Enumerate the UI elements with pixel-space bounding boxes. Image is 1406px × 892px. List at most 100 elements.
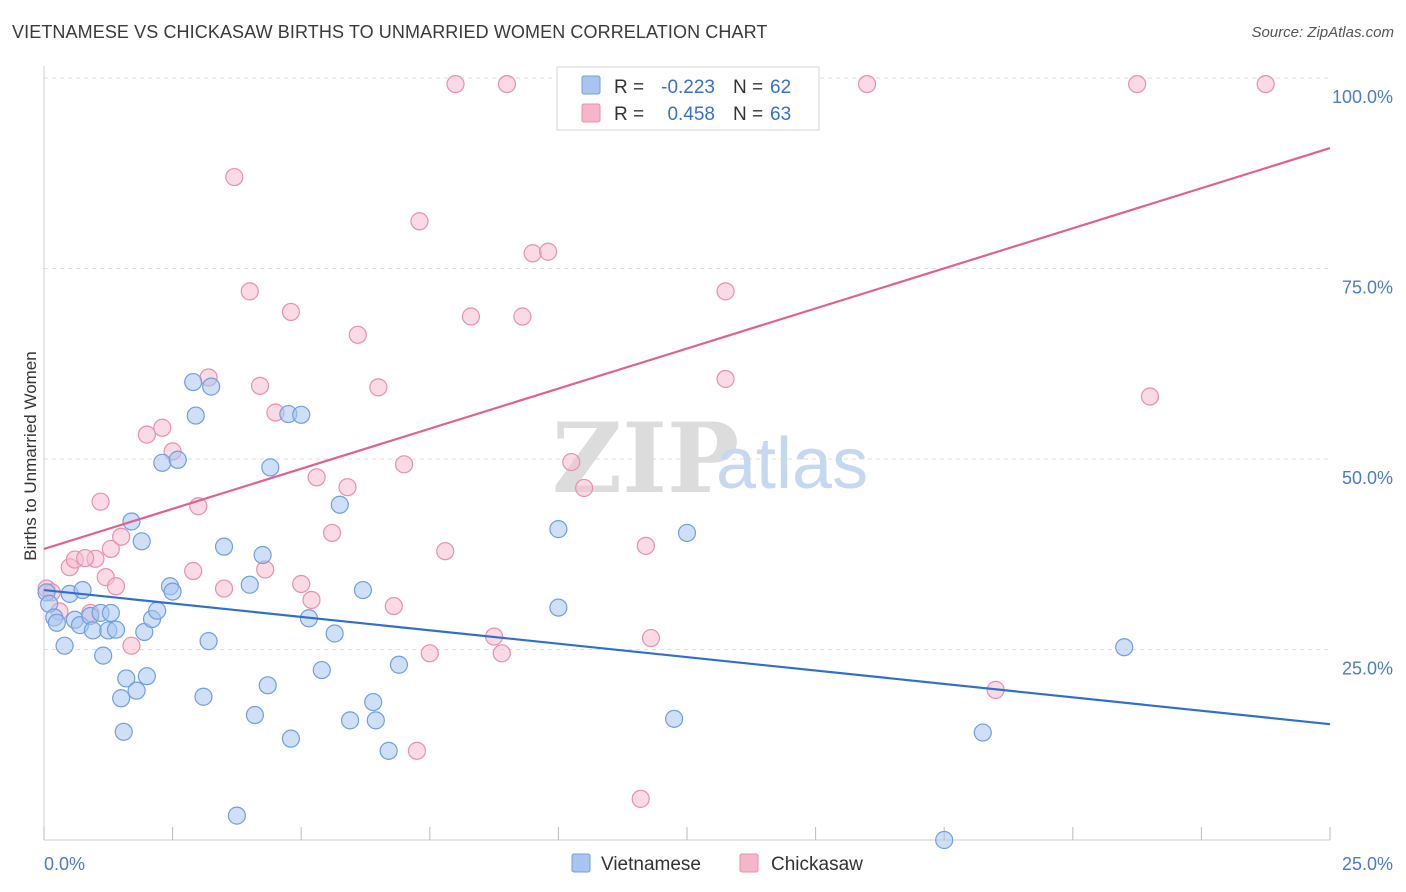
stats-legend-box: [556, 66, 820, 131]
chickasaw-point: [322, 523, 342, 543]
watermark-atlas: atlas: [716, 424, 868, 504]
trend-lines: [43, 147, 1331, 726]
vietnamese-point: [366, 711, 385, 730]
vietnamese-point: [227, 806, 246, 825]
chickasaw-point: [250, 376, 270, 395]
watermark: ZIP atlas: [552, 402, 868, 515]
axes: [43, 66, 1331, 841]
vietnamese-point: [163, 582, 182, 601]
chickasaw-point: [636, 536, 655, 555]
chickasaw-point: [76, 548, 95, 568]
chickasaw-point: [348, 325, 367, 344]
chickasaw-point: [101, 539, 120, 559]
chickasaw-point: [420, 644, 439, 663]
vietnamese-trend-line: [43, 588, 1331, 726]
series-legend-label-vietnamese: Vietnamese: [601, 854, 701, 875]
chickasaw-point: [575, 478, 594, 498]
chickasaw-point: [410, 212, 429, 231]
chickasaw-point: [492, 644, 511, 663]
legend-r-label-chickasaw: R =: [614, 104, 644, 125]
legend-n-value-vietnamese: 62: [770, 77, 791, 98]
chickasaw-point: [112, 527, 131, 546]
legend-swatch-vietnamese: [581, 75, 601, 95]
vietnamese-point: [83, 621, 102, 640]
stats-legend: R = -0.223 N = 62 R = 0.458 N = 63: [556, 66, 820, 131]
vietnamese-point: [281, 729, 301, 748]
vietnamese-point: [935, 830, 954, 850]
chickasaw-point: [91, 492, 110, 511]
vietnamese-point: [253, 545, 272, 565]
vietnamese-point: [184, 372, 203, 392]
vietnamese-point: [199, 632, 218, 651]
chickasaw-point: [539, 242, 558, 261]
vietnamese-point: [549, 520, 568, 539]
vietnamese-point: [325, 624, 344, 643]
chickasaw-point: [446, 74, 465, 94]
chickasaw-point: [461, 307, 481, 326]
vietnamese-point: [94, 646, 113, 665]
vietnamese-points: [37, 372, 1134, 850]
chickasaw-point: [153, 418, 172, 437]
y-axis-label: Births to Unmarried Women: [21, 351, 40, 560]
vietnamese-point: [1115, 638, 1134, 657]
vietnamese-point: [379, 741, 398, 760]
x-tick-labels: 0.0% 25.0%: [44, 854, 1393, 874]
vietnamese-point: [148, 601, 167, 620]
vietnamese-point: [153, 453, 172, 472]
chickasaw-point: [857, 74, 877, 94]
chickasaw-point: [513, 307, 532, 326]
chickasaw-point: [631, 789, 650, 808]
series-legend-label-chickasaw: Chickasaw: [771, 854, 863, 875]
chickasaw-trend-line: [43, 147, 1331, 550]
y-tick-labels: 25.0% 50.0% 75.0% 100.0%: [1332, 87, 1393, 679]
vietnamese-point: [106, 620, 126, 639]
chickasaw-point: [1140, 387, 1160, 406]
vietnamese-point: [364, 692, 383, 712]
gridlines: [44, 77, 1330, 650]
vietnamese-point: [114, 722, 133, 741]
vietnamese-point: [258, 676, 277, 695]
chart-title: VIETNAMESE VS CHICKASAW BIRTHS TO UNMARR…: [12, 22, 768, 42]
vietnamese-point: [101, 603, 120, 623]
vietnamese-point: [353, 580, 373, 600]
vietnamese-point: [973, 723, 992, 742]
vietnamese-point: [312, 660, 331, 680]
chickasaw-point: [214, 579, 234, 598]
chickasaw-point: [384, 596, 403, 616]
vietnamese-point: [330, 495, 349, 514]
chickasaw-point: [523, 244, 542, 263]
vietnamese-point: [261, 458, 280, 477]
chickasaw-point: [436, 542, 455, 561]
legend-r-value-vietnamese: -0.223: [661, 77, 715, 98]
vietnamese-point: [549, 598, 568, 617]
legend-n-value-chickasaw: 63: [770, 104, 791, 125]
x-tick-label: 0.0%: [44, 854, 85, 874]
chickasaw-point: [369, 378, 388, 397]
vietnamese-point: [112, 689, 131, 708]
vietnamese-point: [389, 655, 409, 674]
chickasaw-point: [1256, 74, 1275, 94]
legend-r-label-vietnamese: R =: [614, 77, 644, 98]
chickasaw-point: [1127, 74, 1147, 94]
chickasaw-point: [292, 574, 311, 594]
vietnamese-point: [127, 681, 146, 700]
chickasaw-point: [497, 74, 517, 94]
y-tick-label: 25.0%: [1342, 659, 1393, 679]
chickasaw-point: [338, 478, 357, 497]
series-legend: Vietnamese Chickasaw: [571, 853, 863, 875]
vietnamese-point: [340, 711, 360, 730]
legend-r-value-chickasaw: 0.458: [667, 104, 715, 125]
chickasaw-point: [562, 452, 581, 472]
series-legend-swatch-vietnamese: [571, 853, 591, 873]
vietnamese-point: [168, 450, 187, 469]
chickasaw-point: [716, 282, 735, 301]
legend-n-label-vietnamese: N =: [733, 77, 763, 98]
vietnamese-point: [137, 667, 156, 686]
y-tick-label: 75.0%: [1342, 278, 1393, 298]
chickasaw-point: [394, 455, 414, 474]
vietnamese-point: [186, 406, 205, 425]
vietnamese-point: [55, 636, 74, 655]
vietnamese-point: [73, 580, 92, 600]
vietnamese-point: [245, 705, 265, 725]
